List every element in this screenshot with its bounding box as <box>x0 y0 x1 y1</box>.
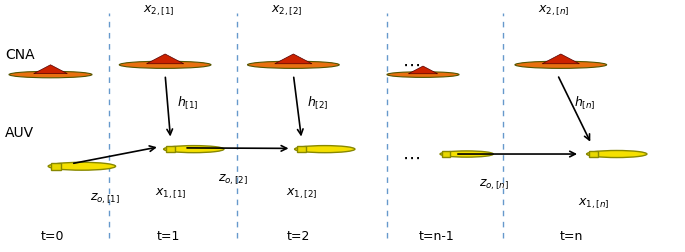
Ellipse shape <box>586 150 647 158</box>
Polygon shape <box>543 54 580 64</box>
Text: $z_{o,[2]}$: $z_{o,[2]}$ <box>219 173 249 187</box>
Text: $\cdots$: $\cdots$ <box>401 149 420 167</box>
Ellipse shape <box>119 61 211 68</box>
Polygon shape <box>34 65 67 74</box>
Polygon shape <box>147 54 184 64</box>
Ellipse shape <box>295 146 355 153</box>
Polygon shape <box>275 54 312 64</box>
Text: t=2: t=2 <box>286 230 310 243</box>
Text: t=n: t=n <box>560 230 583 243</box>
Polygon shape <box>408 66 438 74</box>
Ellipse shape <box>247 61 339 68</box>
Text: $x_{2,[2]}$: $x_{2,[2]}$ <box>271 4 302 18</box>
Ellipse shape <box>440 151 493 157</box>
Text: $x_{1,[n]}$: $x_{1,[n]}$ <box>578 197 609 211</box>
Text: $h_{[n]}$: $h_{[n]}$ <box>575 95 596 112</box>
Text: $h_{[1]}$: $h_{[1]}$ <box>177 95 199 112</box>
Ellipse shape <box>387 72 459 77</box>
Ellipse shape <box>48 162 116 170</box>
Text: $z_{o,[1]}$: $z_{o,[1]}$ <box>90 192 120 206</box>
Ellipse shape <box>9 71 92 78</box>
Text: t=0: t=0 <box>41 230 64 243</box>
Text: $x_{1,[2]}$: $x_{1,[2]}$ <box>286 187 317 201</box>
FancyBboxPatch shape <box>51 163 61 170</box>
Text: $x_{2,[n]}$: $x_{2,[n]}$ <box>538 4 570 18</box>
Text: AUV: AUV <box>5 126 34 140</box>
Text: t=1: t=1 <box>157 230 180 243</box>
Text: $h_{[2]}$: $h_{[2]}$ <box>307 95 329 112</box>
FancyBboxPatch shape <box>166 146 175 152</box>
Text: CNA: CNA <box>5 48 34 62</box>
Text: $\cdots$: $\cdots$ <box>401 56 420 74</box>
Ellipse shape <box>515 61 607 68</box>
FancyBboxPatch shape <box>589 151 598 157</box>
Text: $x_{1,[1]}$: $x_{1,[1]}$ <box>155 187 186 201</box>
FancyBboxPatch shape <box>443 151 450 157</box>
Ellipse shape <box>164 146 224 153</box>
Text: $z_{o,[n]}$: $z_{o,[n]}$ <box>479 177 509 192</box>
Text: $x_{2,[1]}$: $x_{2,[1]}$ <box>142 4 174 18</box>
FancyBboxPatch shape <box>297 146 306 152</box>
Text: t=n-1: t=n-1 <box>419 230 455 243</box>
